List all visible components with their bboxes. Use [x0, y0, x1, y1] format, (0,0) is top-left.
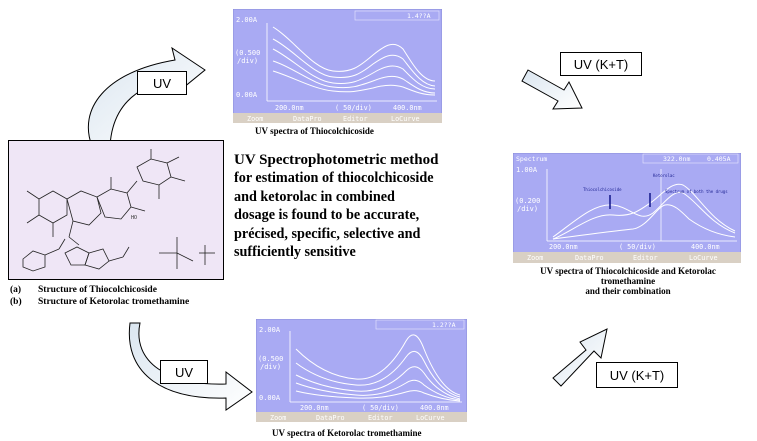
legend-item-b: (b) Structure of Ketorolac tromethamine [10, 297, 189, 309]
button-locurve: LoCurve [689, 254, 718, 262]
button-editor: Editor [343, 115, 368, 123]
spectrum-curves [552, 183, 736, 240]
legend-tag-a: (a) [10, 285, 22, 295]
caption-combination: UV spectra of Thiocolchicoside and Ketor… [504, 266, 752, 296]
button-zoom: Zoom [247, 115, 263, 123]
caption-line: UV spectra of Thiocolchicoside and Ketor… [540, 266, 716, 276]
button-datapro: DataPro [293, 115, 322, 123]
annotation-both-drugs: Spectrum of both the drugs [665, 189, 728, 194]
button-zoom: Zoom [527, 254, 543, 262]
y-axis-div-label-2: /div) [237, 57, 258, 65]
chemical-structure-drawing: HO [22, 149, 215, 272]
button-locurve: LoCurve [391, 115, 420, 123]
y-axis-top-label: 1.00A [516, 166, 538, 174]
y-axis-div-label-2: /div) [260, 363, 281, 371]
header-readout: 1.4??A [407, 12, 431, 20]
arrow-label-uv-kt-bottom: UV (K+T) [596, 362, 678, 388]
caption-ketorolac: UV spectra of Ketorolac tromethamine [272, 428, 422, 438]
y-axis-div-label-2: /div) [517, 205, 538, 213]
statement-line: for estimation of thiocolchicoside [234, 170, 434, 187]
button-zoom: Zoom [270, 414, 286, 422]
button-editor: Editor [368, 414, 393, 422]
arrow-label-text: UV [152, 75, 172, 91]
arrow-label-text: UV (K+T) [573, 56, 629, 72]
x-axis-div-label: ( 50/div) [335, 104, 372, 112]
y-axis-div-label: (0.200 [515, 197, 540, 205]
spectrum-screen-ketorolac: 1.2??A 2.00A (0.500 /div) 0.00A 200.0nm … [256, 319, 467, 422]
curved-arrow-bottom-left [128, 322, 253, 411]
y-axis-div-label: (0.500 [235, 49, 260, 57]
legend-tag-b: (b) [10, 296, 22, 307]
header-spectrum-label: Spectrum [516, 155, 547, 163]
y-axis-bottom-label: 0.00A [236, 91, 258, 99]
caption-line: tromethamine [600, 276, 656, 286]
button-datapro: DataPro [575, 254, 604, 262]
x-axis-right-label: 400.0nm [691, 243, 720, 251]
spectrum-screen-thiocolchicoside: 1.4??A 2.00A (0.500 /div) 0.00A 200.0nm … [233, 9, 442, 123]
structure-legend: (a) Structure of Thiocolchicoside (b) Stru… [10, 285, 189, 308]
caption-thiocolchicoside: UV spectra of Thiocolchicoside [255, 126, 374, 136]
x-axis-div-label: ( 50/div) [619, 243, 656, 251]
x-axis-left-label: 200.0nm [549, 243, 578, 251]
annotation-thiocolchicoside: Thiocolchicoside [583, 187, 622, 192]
arrow-label-uv-kt-top: UV (K+T) [560, 52, 642, 76]
statement-line: sufficiently sensitive [234, 244, 356, 261]
legend-item-a: (a) Structure of Thiocolchicoside [10, 285, 189, 297]
y-axis-div-label: (0.500 [258, 355, 283, 363]
legend-text-a: Structure of Thiocolchicoside [38, 285, 157, 295]
arrow-label-uv-top: UV [137, 71, 187, 95]
arrow-label-text: UV [174, 364, 194, 380]
x-axis-right-label: 400.0nm [393, 104, 422, 112]
button-editor: Editor [633, 254, 658, 262]
straight-arrow-top-right [521, 69, 583, 110]
arrow-label-uv-bottom: UV [160, 360, 208, 384]
x-axis-left-label: 200.0nm [300, 404, 329, 412]
x-axis-right-label: 400.0nm [420, 404, 449, 412]
spectrum-curves [295, 334, 461, 402]
chem-label: HO [131, 215, 137, 221]
button-datapro: DataPro [316, 414, 345, 422]
arrow-label-text: UV (K+T) [609, 367, 665, 383]
conclusion-statement: UV Spectrophotometric method for estimat… [234, 151, 500, 261]
y-axis-top-label: 2.00A [236, 16, 258, 24]
y-axis-bottom-label: 0.00A [259, 394, 281, 402]
header-absorbance: 0.405A [707, 155, 731, 163]
button-locurve: LoCurve [416, 414, 445, 422]
straight-arrow-bottom-right [552, 328, 608, 387]
header-wavelength: 322.0nm [663, 155, 690, 163]
header-readout: 1.2??A [432, 321, 456, 329]
spectrum-curves [272, 26, 436, 96]
curved-arrow-top-left [87, 46, 206, 147]
statement-line: précised, specific, selective and [234, 225, 421, 242]
legend-text-b: Structure of Ketorolac tromethamine [38, 296, 190, 307]
y-axis-top-label: 2.00A [259, 326, 281, 334]
statement-line: UV Spectrophotometric method [234, 152, 439, 168]
spectrum-screen-combination: Spectrum 322.0nm 0.405A 1.00A (0.200 /di… [513, 153, 741, 263]
statement-line: dosage is found to be accurate, [234, 207, 420, 224]
chemical-structure-panel: HO [8, 140, 224, 280]
caption-line: and their combination [585, 286, 671, 296]
statement-line: and ketorolac in combined [234, 188, 395, 205]
x-axis-left-label: 200.0nm [275, 104, 304, 112]
x-axis-div-label: ( 50/div) [362, 404, 399, 412]
annotation-ketorolac: Ketorolac [653, 173, 675, 178]
